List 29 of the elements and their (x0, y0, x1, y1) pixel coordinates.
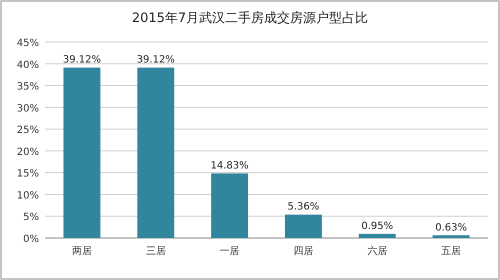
y-tick-label: 35% (16, 82, 39, 93)
y-tick-label: 45% (16, 38, 39, 49)
bar (432, 235, 470, 238)
x-tick-label: 四居 (293, 246, 314, 257)
y-tick-label: 15% (16, 168, 39, 180)
y-tick-label: 5% (23, 212, 39, 224)
data-label: 39.12% (62, 54, 101, 66)
x-tick-label: 六居 (367, 245, 388, 257)
data-label: 14.83% (210, 160, 249, 172)
bar (137, 68, 174, 238)
y-tick-label: 25% (16, 125, 39, 136)
x-tick-label: 一居 (220, 246, 240, 257)
bar (358, 234, 396, 238)
y-tick-label: 30% (16, 103, 39, 114)
x-tick-label: 两居 (72, 246, 92, 257)
y-tick-label: 20% (16, 146, 39, 158)
data-label: 0.95% (361, 220, 394, 232)
y-tick-label: 0% (23, 234, 39, 245)
data-label: 5.36% (288, 202, 320, 213)
data-label: 0.63% (435, 222, 467, 234)
x-tick-label: 三居 (146, 246, 166, 257)
bar (63, 68, 100, 238)
bar (211, 173, 248, 238)
y-tick-label: 10% (16, 190, 39, 202)
bar (284, 214, 322, 238)
data-label: 39.12% (136, 54, 175, 66)
x-tick-label: 五居 (441, 246, 462, 257)
y-tick-label: 40% (16, 60, 39, 71)
chart-title: 2015年7月武汉二手房成交房源户型占比 (132, 10, 368, 26)
